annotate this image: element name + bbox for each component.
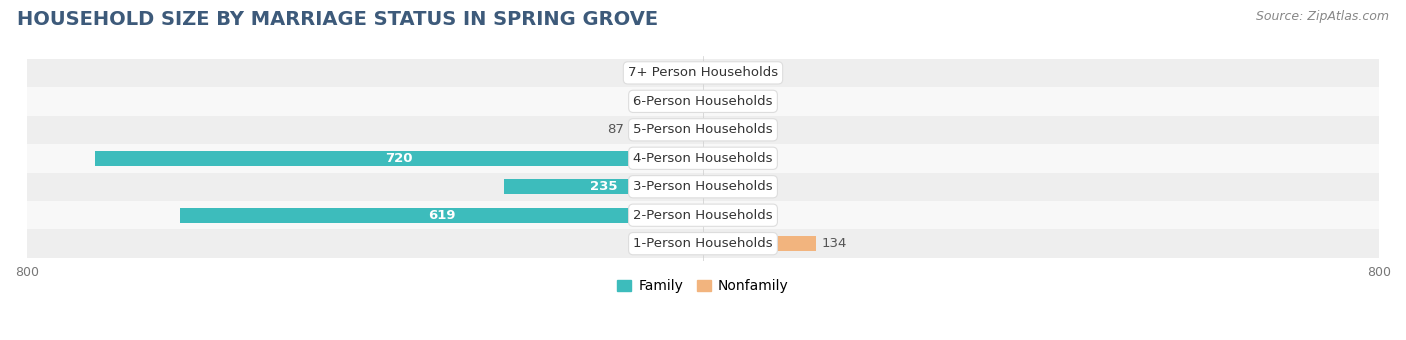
Bar — [180, 208, 703, 223]
Bar — [94, 151, 703, 166]
Text: 2-Person Households: 2-Person Households — [633, 209, 773, 222]
Text: 1-Person Households: 1-Person Households — [633, 237, 773, 250]
Bar — [27, 58, 1379, 87]
Bar — [696, 66, 703, 80]
Bar — [505, 179, 703, 194]
Bar — [703, 208, 709, 223]
Text: 4-Person Households: 4-Person Households — [633, 152, 773, 165]
Text: 134: 134 — [821, 237, 846, 250]
Text: 8: 8 — [683, 66, 692, 79]
Text: Source: ZipAtlas.com: Source: ZipAtlas.com — [1256, 10, 1389, 23]
Bar — [630, 122, 703, 137]
Bar — [703, 151, 758, 166]
Text: 16: 16 — [668, 95, 685, 108]
Bar — [27, 201, 1379, 230]
Bar — [689, 94, 703, 109]
Text: 0: 0 — [763, 152, 772, 165]
Bar — [703, 122, 758, 137]
Bar — [27, 172, 1379, 201]
Legend: Family, Nonfamily: Family, Nonfamily — [612, 274, 794, 299]
Text: 0: 0 — [763, 95, 772, 108]
Text: 0: 0 — [763, 180, 772, 193]
Bar — [703, 94, 758, 109]
Bar — [703, 66, 758, 80]
Bar — [703, 179, 758, 194]
Bar — [703, 236, 817, 251]
Bar — [27, 230, 1379, 258]
Text: 87: 87 — [607, 123, 624, 136]
Text: 235: 235 — [591, 180, 617, 193]
Text: 3-Person Households: 3-Person Households — [633, 180, 773, 193]
Text: 619: 619 — [427, 209, 456, 222]
Text: HOUSEHOLD SIZE BY MARRIAGE STATUS IN SPRING GROVE: HOUSEHOLD SIZE BY MARRIAGE STATUS IN SPR… — [17, 10, 658, 29]
Text: 720: 720 — [385, 152, 412, 165]
Bar — [27, 116, 1379, 144]
Text: 7+ Person Households: 7+ Person Households — [628, 66, 778, 79]
Text: 0: 0 — [763, 66, 772, 79]
Text: 6-Person Households: 6-Person Households — [633, 95, 773, 108]
Bar — [27, 87, 1379, 116]
Bar — [27, 144, 1379, 172]
Text: 5-Person Households: 5-Person Households — [633, 123, 773, 136]
Text: 6: 6 — [713, 209, 721, 222]
Text: 0: 0 — [763, 123, 772, 136]
